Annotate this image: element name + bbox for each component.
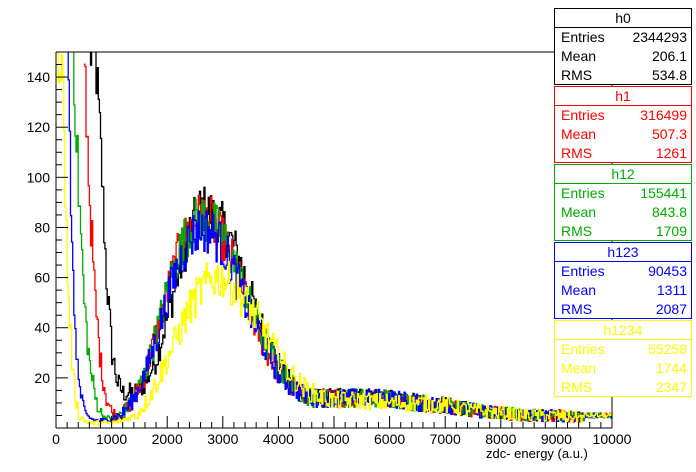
- statbox-row-mean: Mean 843.8: [555, 203, 691, 222]
- statbox-value-rms: 2087: [655, 301, 687, 317]
- statbox-label-entries: Entries: [561, 185, 605, 201]
- statbox-value-rms: 1261: [655, 145, 687, 161]
- statbox-title: h12: [611, 166, 635, 182]
- series-h123-histogram: [67, 52, 612, 423]
- statbox-value-mean: 1744: [655, 360, 687, 376]
- statbox-row-rms: RMS 1261: [555, 144, 691, 163]
- statbox-title: h1: [615, 88, 631, 104]
- statbox-label-rms: RMS: [561, 301, 593, 317]
- statbox-label-mean: Mean: [561, 360, 597, 376]
- y-tick-label: 40: [34, 320, 50, 336]
- statbox-row-rms: RMS 2347: [555, 378, 691, 397]
- statbox-row-rms: RMS 1709: [555, 222, 691, 241]
- y-tick-label: 80: [34, 219, 50, 235]
- statbox-title: h123: [607, 244, 639, 260]
- statbox-value-entries: 316499: [640, 107, 687, 123]
- x-tick-label: 7000: [430, 431, 461, 447]
- x-axis-title: zdc- energy (a.u.): [486, 446, 588, 461]
- statbox-value-entries: 90453: [648, 263, 687, 279]
- x-tick-label: 3000: [207, 431, 238, 447]
- statbox-label-rms: RMS: [561, 379, 593, 395]
- x-tick-label: 8000: [485, 431, 516, 447]
- statbox-row-entries: Entries 155441: [555, 183, 691, 203]
- axis-layer: 0 1000 2000 3000 4000 5000 6000 7000 8000 9000 100…: [27, 51, 632, 447]
- series-h12-histogram: [72, 52, 612, 423]
- statbox-value-mean: 843.8: [651, 204, 687, 220]
- statbox-label-mean: Mean: [561, 282, 597, 298]
- statbox-value-entries: 155441: [640, 185, 687, 201]
- x-tick-label: 4000: [263, 431, 294, 447]
- statbox-value-rms: 2347: [655, 379, 687, 395]
- statbox-label-entries: Entries: [561, 341, 605, 357]
- statbox-label-entries: Entries: [561, 107, 605, 123]
- statbox-value-mean: 507.3: [651, 126, 687, 142]
- statbox-value-entries: 55258: [648, 341, 687, 357]
- statbox-label-mean: Mean: [561, 126, 597, 142]
- x-tick-label: 9000: [541, 431, 572, 447]
- x-tick-label: 6000: [374, 431, 405, 447]
- statbox-value-rms: 534.8: [651, 67, 687, 83]
- statbox-value-mean: 1311: [656, 282, 687, 298]
- x-tick-label: 5000: [318, 431, 349, 447]
- y-tick-label: 60: [34, 270, 50, 286]
- statbox-label-entries: Entries: [561, 29, 605, 45]
- y-tick-label: 100: [27, 169, 51, 185]
- statbox-h1: h1 Entries 316499 Mean 507.3 RMS 1261: [554, 86, 692, 163]
- statbox-row-entries: Entries 55258: [555, 339, 691, 359]
- statbox-label-rms: RMS: [561, 145, 593, 161]
- statbox-label-mean: Mean: [561, 48, 597, 64]
- statbox-value-mean: 206.1: [651, 48, 687, 64]
- series-group: [57, 52, 612, 427]
- statbox-row-entries: Entries 2344293: [555, 27, 691, 47]
- y-tick-label: 120: [27, 119, 51, 135]
- series-h1234-histogram: [57, 52, 612, 427]
- y-tick-label: 20: [34, 370, 50, 386]
- statbox-label-entries: Entries: [561, 263, 605, 279]
- statbox-row-mean: Mean 507.3: [555, 125, 691, 144]
- statbox-h12: h12 Entries 155441 Mean 843.8 RMS 1709: [554, 164, 692, 241]
- x-tick-label: 10000: [593, 431, 632, 447]
- statbox-row-rms: RMS 2087: [555, 300, 691, 319]
- statbox-value-rms: 1709: [655, 223, 687, 239]
- statbox-row-mean: Mean 1744: [555, 359, 691, 378]
- statbox-label-rms: RMS: [561, 223, 593, 239]
- statbox-label-mean: Mean: [561, 204, 597, 220]
- statbox-h123: h123 Entries 90453 Mean 1311 RMS 2087: [554, 242, 692, 319]
- statbox-row-entries: Entries 90453: [555, 261, 691, 281]
- statbox-value-entries: 2344293: [632, 29, 687, 45]
- statbox-label-rms: RMS: [561, 67, 593, 83]
- statbox-h1234: h1234 Entries 55258 Mean 1744 RMS 2347: [554, 320, 692, 397]
- statbox-row-mean: Mean 1311: [555, 281, 691, 300]
- statbox-title: h0: [615, 10, 631, 26]
- statbox-row-rms: RMS 534.8: [555, 66, 691, 85]
- x-tick-label: 0: [52, 431, 60, 447]
- y-tick-label: 140: [27, 69, 51, 85]
- x-tick-label: 2000: [152, 431, 183, 447]
- series-layer: [57, 52, 612, 427]
- statbox-row-mean: Mean 206.1: [555, 47, 691, 66]
- statbox-h0: h0 Entries 2344293 Mean 206.1 RMS 534.8: [554, 8, 692, 85]
- statbox-row-entries: Entries 316499: [555, 105, 691, 125]
- x-tick-label: 1000: [96, 431, 127, 447]
- statbox-title: h1234: [603, 322, 643, 338]
